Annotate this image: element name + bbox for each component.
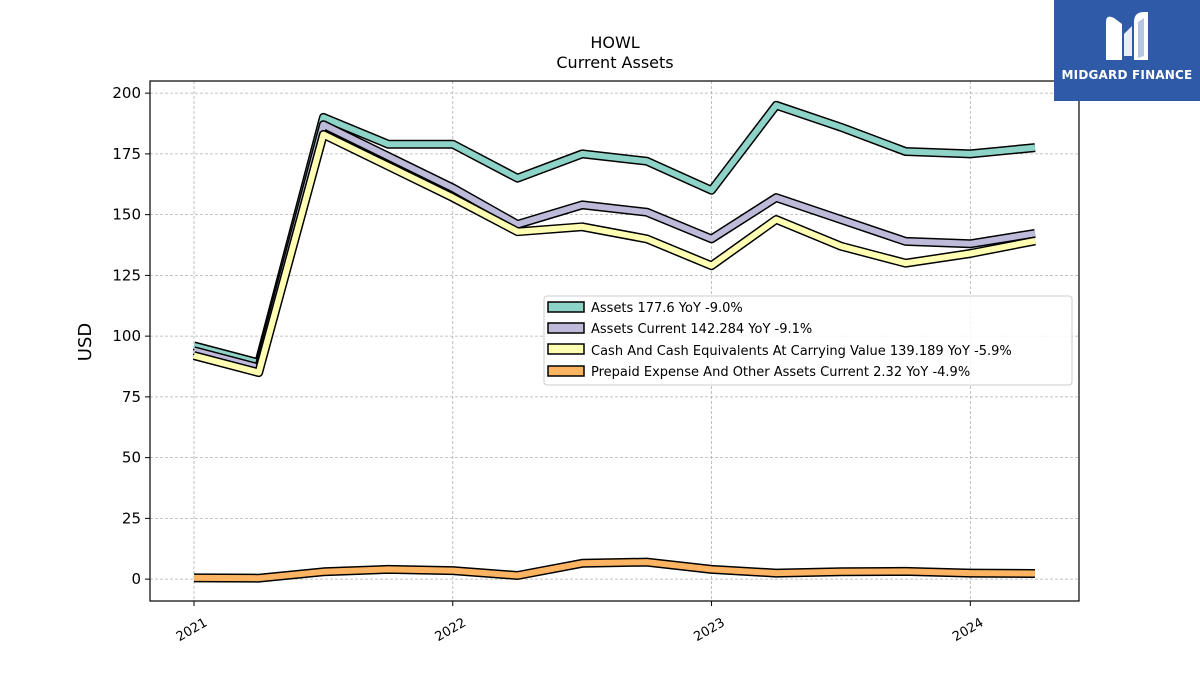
legend-entry-cash: Cash And Cash Equivalents At Carrying Va… <box>591 344 1012 359</box>
brand-name: MIDGARD FINANCE <box>1061 68 1193 82</box>
chart-subtitle: Current Assets <box>556 53 673 72</box>
y-axis-label: USD <box>75 323 96 361</box>
legend-box <box>543 295 1073 386</box>
legend-swatch-prepaid <box>547 365 585 377</box>
x-tick-label: 2022 <box>433 615 469 645</box>
legend: Assets 177.6 YoY -9.0% Assets Current 14… <box>543 295 1073 386</box>
y-tick-label: 150 <box>112 206 141 224</box>
y-tick-label: 200 <box>112 84 141 102</box>
y-axis: 0 25 50 75 100 125 150 175 200 <box>112 84 150 588</box>
series-layer <box>192 100 1036 583</box>
x-axis: 2021 2022 2023 2024 <box>174 601 986 645</box>
series-line-3 <box>193 559 1036 582</box>
series-line-1 <box>193 121 1036 371</box>
x-tick-label: 2023 <box>691 615 727 645</box>
y-tick-label: 175 <box>112 145 141 163</box>
y-tick-label: 0 <box>131 570 141 588</box>
y-tick-label: 125 <box>112 266 141 284</box>
series-line-0 <box>193 102 1036 366</box>
legend-swatch-assets-current <box>547 322 585 334</box>
midgard-m-icon <box>1106 12 1148 61</box>
x-tick-label: 2024 <box>950 615 986 645</box>
legend-swatch-cash <box>547 343 585 355</box>
series-line-2 <box>193 131 1036 376</box>
x-tick-label: 2021 <box>174 615 210 645</box>
y-tick-label: 75 <box>122 388 141 406</box>
chart-title: HOWL <box>590 33 639 52</box>
legend-entry-assets-current: Assets Current 142.284 YoY -9.1% <box>591 322 812 337</box>
legend-swatch-assets <box>547 301 585 313</box>
legend-entry-prepaid: Prepaid Expense And Other Assets Current… <box>591 365 970 380</box>
y-tick-label: 50 <box>122 449 141 467</box>
plot-frame <box>149 80 1080 602</box>
y-tick-label: 25 <box>122 509 141 527</box>
legend-entry-assets: Assets 177.6 YoY -9.0% <box>591 301 743 316</box>
y-tick-label: 100 <box>112 327 141 345</box>
brand-logo: MIDGARD FINANCE <box>1054 0 1200 101</box>
